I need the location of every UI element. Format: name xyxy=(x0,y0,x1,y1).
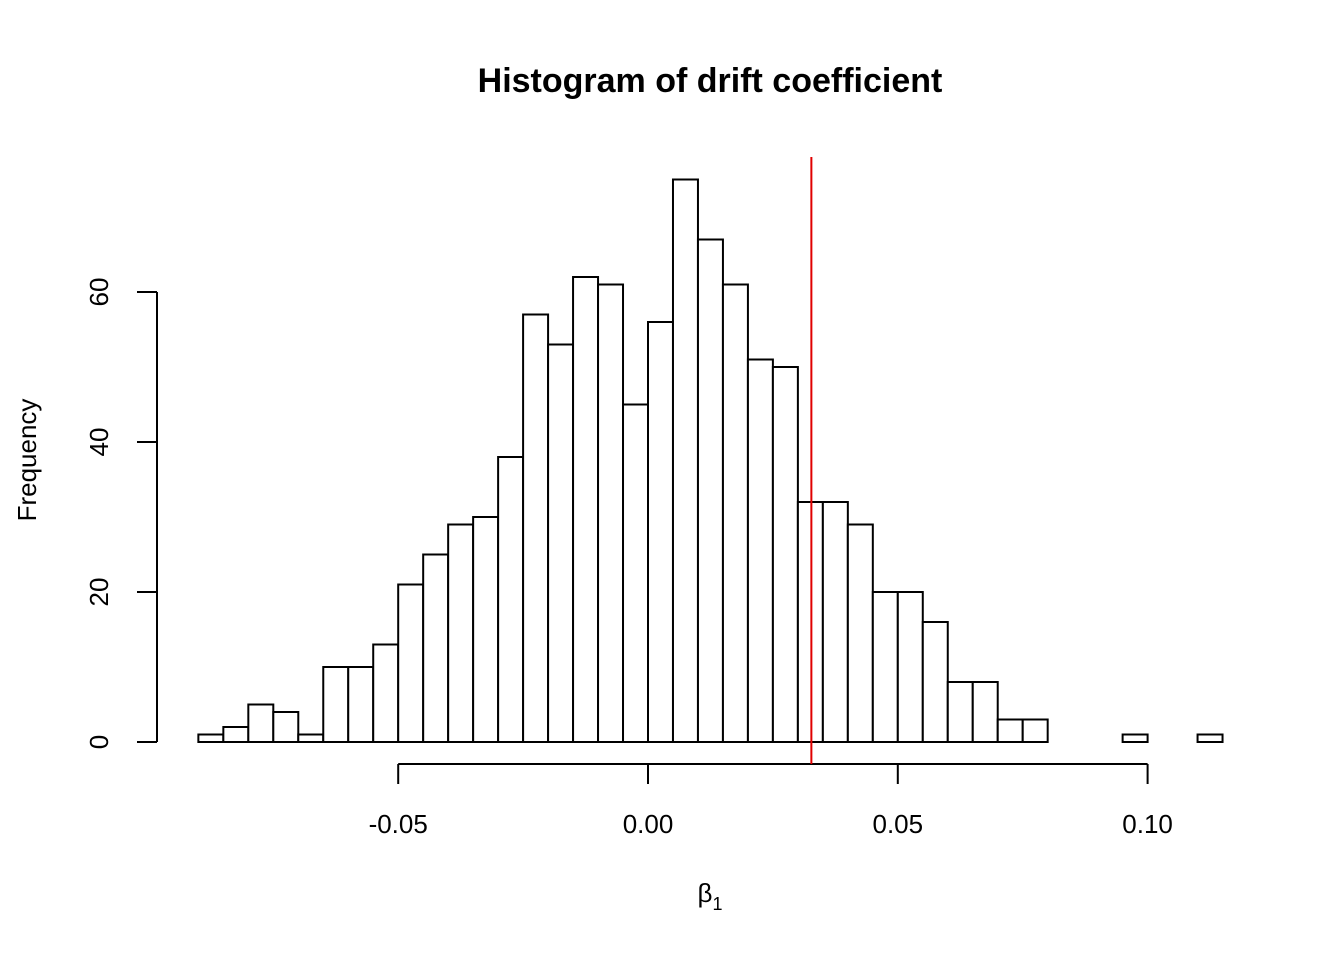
histogram-bar xyxy=(721,283,749,743)
histogram-bar xyxy=(921,621,949,743)
histogram-bar xyxy=(197,733,225,743)
x-axis-label-sub: 1 xyxy=(712,894,722,914)
x-axis: -0.05 0.00 0.05 0.10 xyxy=(369,763,1173,839)
histogram-bar xyxy=(547,343,575,743)
histogram-bar xyxy=(896,591,924,743)
y-tick-label: 20 xyxy=(84,578,114,607)
y-axis: 0 20 40 60 xyxy=(84,278,158,749)
histogram-bar xyxy=(771,366,799,743)
histogram-bar xyxy=(222,726,250,743)
bars-group xyxy=(197,178,1224,743)
histogram-bar xyxy=(971,681,999,743)
histogram-bar xyxy=(247,703,275,743)
histogram-bar xyxy=(422,553,450,743)
x-tick-label: -0.05 xyxy=(369,809,428,839)
histogram-bar xyxy=(996,718,1024,743)
histogram-bar xyxy=(572,276,600,743)
histogram-bar xyxy=(871,591,899,743)
histogram-bar xyxy=(372,643,400,743)
histogram-bar xyxy=(447,523,475,743)
x-axis-label-base: β xyxy=(698,878,713,908)
histogram-bar xyxy=(297,733,325,743)
histogram-bar xyxy=(472,516,500,743)
histogram-bar xyxy=(846,523,874,743)
x-axis-label: β1 xyxy=(698,878,723,914)
x-tick-label: 0.00 xyxy=(623,809,674,839)
histogram-bar xyxy=(622,403,650,743)
histogram-bar xyxy=(522,313,550,743)
x-tick-label: 0.05 xyxy=(872,809,923,839)
histogram-bar xyxy=(696,238,724,743)
histogram-bar xyxy=(821,501,849,743)
y-tick-label: 60 xyxy=(84,278,114,307)
y-tick-label: 0 xyxy=(84,735,114,749)
chart-title: Histogram of drift coefficient xyxy=(478,62,943,100)
histogram-bar xyxy=(397,583,425,743)
y-tick-label: 40 xyxy=(84,428,114,457)
histogram-bar xyxy=(1021,718,1049,743)
histogram-bar xyxy=(322,666,350,743)
histogram-bar xyxy=(1196,733,1224,743)
histogram-bar xyxy=(746,358,774,743)
histogram-bar xyxy=(272,711,300,743)
y-axis-label: Frequency xyxy=(12,399,42,522)
histogram-bar xyxy=(597,283,625,743)
histogram-bar xyxy=(1121,733,1149,743)
histogram-bar xyxy=(347,666,375,743)
histogram-bar xyxy=(497,456,525,743)
histogram-bar xyxy=(671,178,699,743)
histogram-bar xyxy=(647,321,674,743)
x-tick-label: 0.10 xyxy=(1122,809,1173,839)
histogram-bar xyxy=(946,681,974,743)
